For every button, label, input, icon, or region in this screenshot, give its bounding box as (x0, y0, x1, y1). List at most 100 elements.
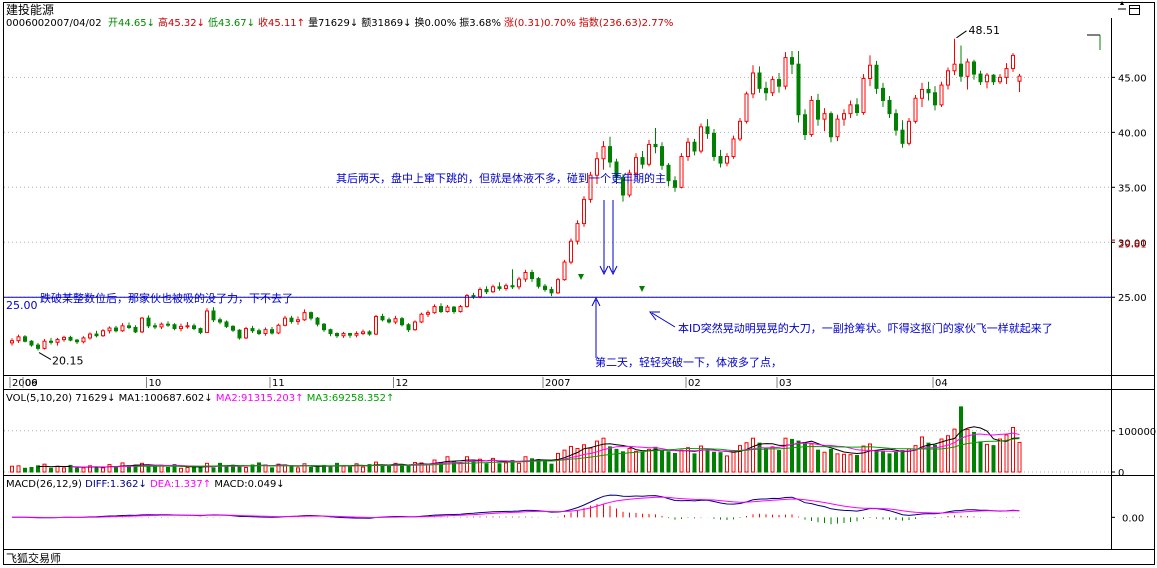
volume-bar (16, 465, 21, 473)
candle-body (406, 324, 411, 331)
volume-bar (835, 453, 840, 473)
volume-moving-averages (37, 426, 1020, 468)
candle-body (120, 325, 125, 332)
macd-tick-label: 0.00 (1122, 513, 1144, 524)
volume-bar (49, 467, 53, 473)
candle-body (374, 315, 378, 335)
volume-bar (309, 466, 313, 473)
candle-body (939, 84, 944, 106)
quote-item: 低43.67↓ (208, 16, 255, 29)
date-label: 04 (935, 378, 948, 389)
candle-body (224, 321, 229, 327)
volume-bar (842, 453, 846, 473)
candle-body (1011, 54, 1015, 70)
arrow-next-days-2-head (608, 265, 618, 276)
candle-body (978, 73, 983, 83)
candle-body (328, 329, 333, 335)
volume-bar (497, 463, 502, 473)
window-restore-icon[interactable] (1129, 5, 1140, 15)
volume-bar (621, 451, 625, 473)
low-price-label: 20.15 (52, 355, 84, 368)
pane-toggle-icon[interactable] (1118, 1, 1126, 10)
candle-body (920, 88, 924, 99)
candle-body (133, 326, 138, 333)
quote-item: 涨(0.31)0.70% (504, 17, 576, 29)
candle-body (725, 156, 729, 164)
candle-body (926, 88, 931, 94)
volume-bar (816, 449, 820, 473)
signal-down-arrow (578, 274, 584, 280)
arrow-second-day-head (591, 296, 601, 307)
candle-body (23, 336, 27, 342)
candle-body (868, 64, 872, 79)
volume-bar (939, 438, 944, 473)
volume-bar (926, 442, 931, 473)
macd-dea-line (12, 496, 1020, 518)
candle-body (289, 317, 294, 322)
volume-bar (237, 465, 242, 473)
volume-bar (335, 462, 339, 473)
candle-body (965, 61, 970, 77)
candle-body (218, 319, 222, 323)
candle-body (309, 312, 313, 319)
volume-bar (718, 452, 723, 473)
candle-body (842, 113, 846, 120)
candle-body (549, 289, 554, 294)
macd-y-axis: 0.00 (1111, 513, 1144, 524)
candle-body (88, 333, 92, 339)
candle-body (452, 306, 456, 313)
candle-body (985, 74, 989, 83)
volume-bar (712, 451, 716, 473)
volume-bar (101, 467, 105, 473)
volume-bar (42, 463, 47, 473)
volume-bar (1011, 426, 1015, 473)
volume-bar (829, 448, 833, 473)
candle-body (16, 336, 21, 342)
date-label: 2007 (545, 378, 570, 389)
candle-body (744, 93, 749, 122)
signal-down-arrow (639, 286, 645, 292)
volume-bar (666, 451, 671, 473)
candle-body (783, 57, 788, 87)
volume-bar (549, 463, 554, 473)
window-frame (3, 2, 1155, 565)
date-label: 10 (149, 378, 162, 389)
volume-bar (484, 463, 489, 473)
volume-bar (393, 462, 398, 473)
candle-body (855, 104, 859, 114)
candle-body (36, 344, 40, 349)
candle-body (777, 79, 781, 87)
candle-body (244, 328, 248, 339)
volume-bar (920, 436, 924, 473)
volume-bar (465, 456, 469, 473)
volume-bar (276, 463, 281, 473)
volume-bar (1017, 441, 1022, 473)
candle-body (445, 306, 450, 313)
candle-body (822, 113, 827, 120)
volume-bar (55, 465, 60, 473)
volume-bar (705, 449, 710, 473)
volume-bar (296, 467, 300, 473)
quote-item: 指数(236.63)2.77% (579, 16, 674, 29)
macd-legend-item: MACD(26,12,9) (6, 479, 85, 490)
volume-bar (881, 450, 885, 473)
volume-bar (614, 448, 619, 473)
volume-bar (731, 450, 736, 473)
candle-body (49, 340, 53, 343)
volume-ma3-line (135, 438, 1020, 467)
volume-bar (985, 443, 989, 473)
volume-tick-label: 100000 (1118, 427, 1156, 438)
quote-item: 高45.32↓ (158, 16, 205, 29)
price-tick-label: 30.00 (1118, 238, 1147, 249)
candle-body (705, 126, 710, 134)
annotation-break-level: 跌破某整数位后，那家伙也被吸的没了力，下不去了 (40, 291, 293, 305)
candle-body (205, 310, 209, 333)
macd-legend-item: DIFF:1.362↓ (85, 479, 150, 490)
volume-bar (504, 462, 508, 473)
price-tick-label: 45.00 (1118, 73, 1147, 84)
candle-body (211, 310, 216, 321)
candle-body (114, 327, 118, 332)
price-tick-label: 25.00 (1118, 293, 1147, 304)
candle-body (75, 339, 79, 343)
